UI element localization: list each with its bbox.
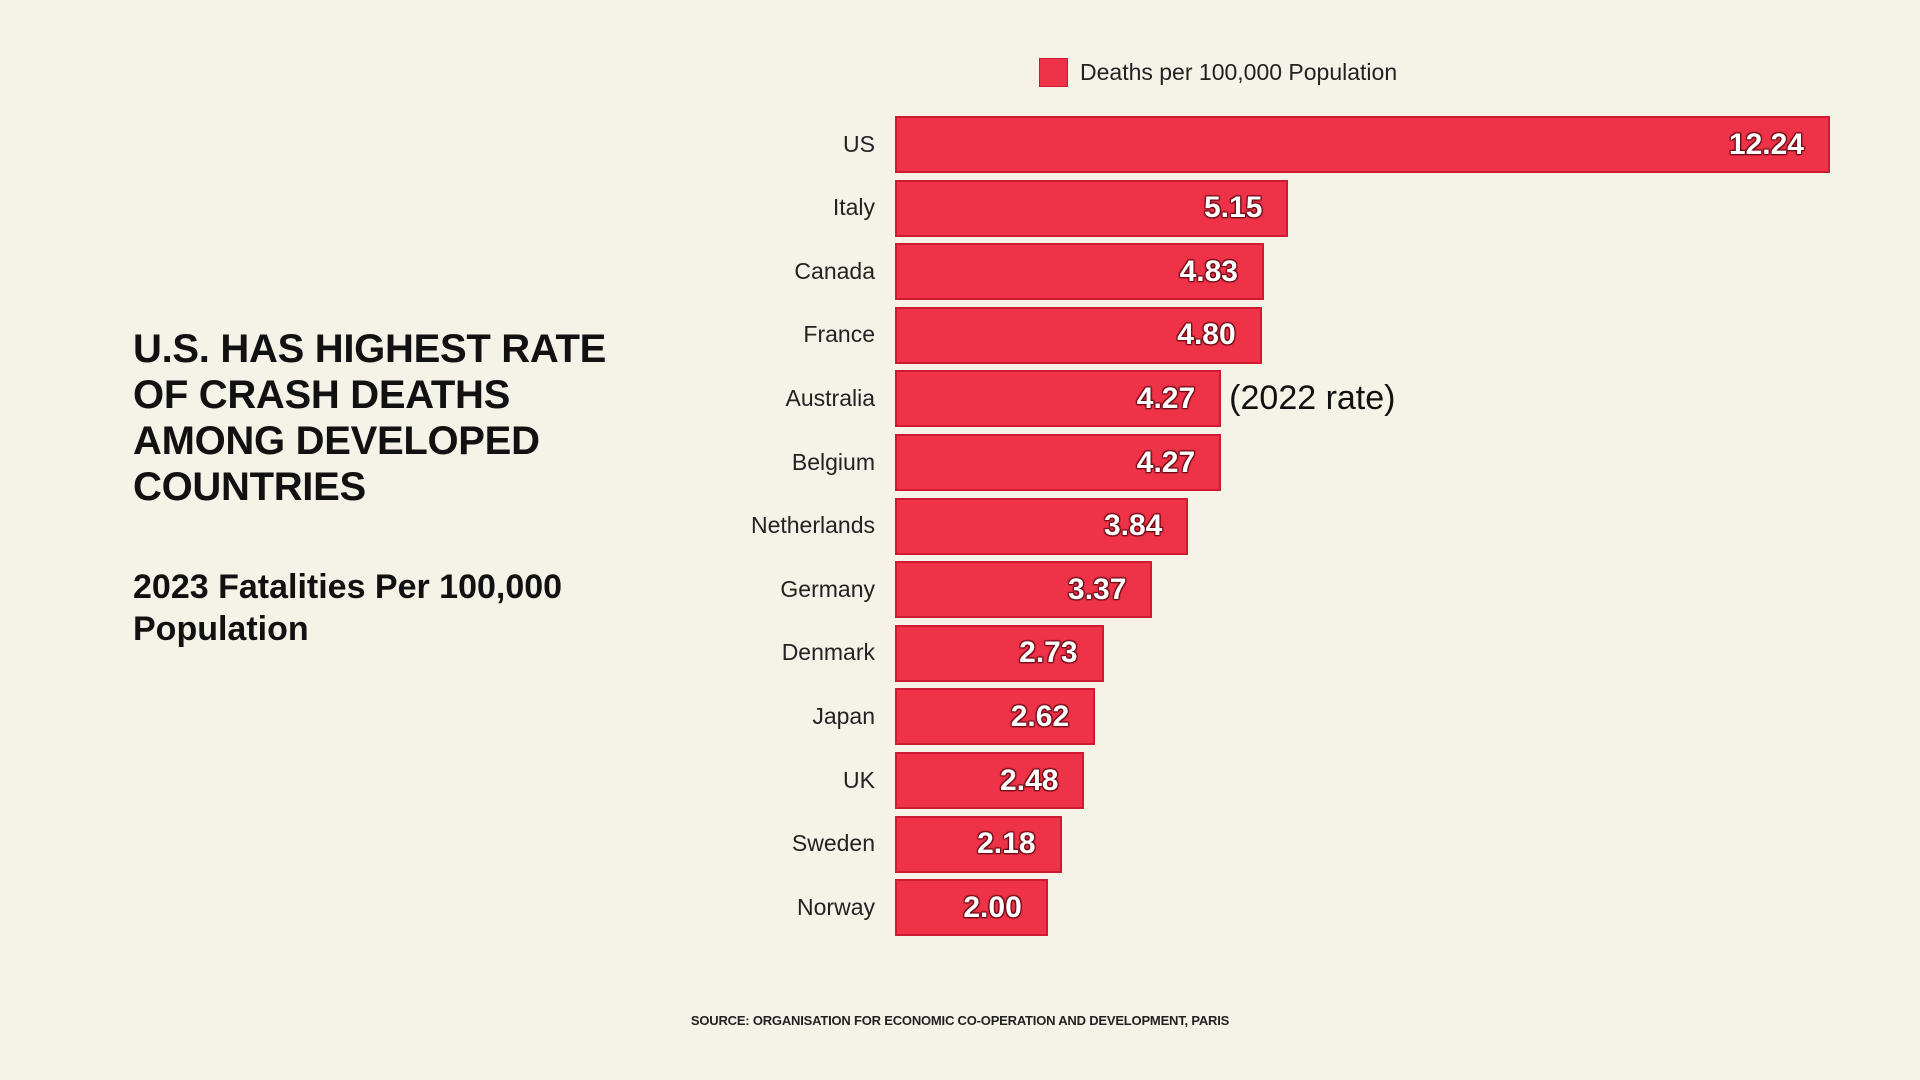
legend-swatch: [1039, 58, 1068, 87]
category-label: US: [843, 130, 875, 157]
category-label: Canada: [794, 257, 875, 284]
title-line: OF CRASH DEATHS: [133, 373, 510, 417]
category-label: Denmark: [781, 639, 875, 666]
title-line: COUNTRIES: [133, 465, 366, 509]
category-label: Germany: [780, 575, 875, 602]
data-label: 5.15: [1204, 191, 1263, 225]
subtitle-line: Population: [133, 610, 309, 648]
bar-denmark: 2.73: [895, 624, 1104, 682]
category-label: Italy: [832, 194, 875, 221]
data-label: 3.84: [1103, 509, 1163, 543]
data-label: 4.27: [1136, 445, 1196, 479]
category-label: Japan: [812, 702, 875, 729]
data-label: 2.73: [1019, 636, 1078, 670]
data-label: 12.24: [1728, 127, 1804, 161]
data-label: 2.48: [1000, 763, 1059, 797]
legend: Deaths per 100,000 Population: [1039, 58, 1397, 87]
source-note: SOURCE: ORGANISATION FOR ECONOMIC CO-OPE…: [690, 1013, 1230, 1028]
data-label: 2.18: [977, 827, 1036, 861]
bar-annotation: (2022 rate): [1229, 378, 1396, 417]
bar-italy: 5.15: [895, 179, 1289, 237]
subtitle-line: 2023 Fatalities Per 100,000: [133, 568, 563, 606]
data-label: 4.80: [1177, 318, 1236, 352]
bar-germany: 3.37: [895, 561, 1153, 619]
category-label: France: [803, 321, 875, 348]
data-label: 2.62: [1010, 699, 1070, 733]
category-label: Australia: [785, 384, 875, 411]
legend-label: Deaths per 100,000 Population: [1080, 59, 1398, 85]
bar-australia: 4.27: [895, 370, 1222, 428]
bar-canada: 4.83: [895, 243, 1264, 301]
category-label: UK: [843, 766, 875, 793]
chart-subtitle: 2023 Fatalities Per 100,000 Population: [133, 566, 653, 650]
category-label: Norway: [797, 893, 875, 920]
title-line: U.S. HAS HIGHEST RATE: [133, 327, 606, 371]
data-label: 2.00: [963, 890, 1022, 924]
category-label: Sweden: [791, 830, 875, 857]
bar-belgium: 4.27: [895, 434, 1222, 491]
bar-france: 4.80: [895, 306, 1262, 364]
data-label: 3.37: [1068, 572, 1127, 606]
bar-netherlands: 3.84: [895, 497, 1189, 555]
data-label: 4.83: [1179, 254, 1238, 288]
chart-title: U.S. HAS HIGHEST RATE OF CRASH DEATHS AM…: [133, 326, 653, 510]
bar-norway: 2.00: [895, 879, 1048, 937]
title-line: AMONG DEVELOPED: [133, 419, 540, 463]
bar-japan: 2.62: [895, 688, 1096, 746]
category-label: Netherlands: [750, 512, 875, 539]
bar-us: 12.24: [895, 116, 1830, 173]
category-label: Belgium: [791, 448, 875, 475]
data-label: 4.27: [1136, 381, 1196, 415]
bar-sweden: 2.18: [895, 815, 1062, 873]
bar-uk: 2.48: [895, 752, 1085, 809]
